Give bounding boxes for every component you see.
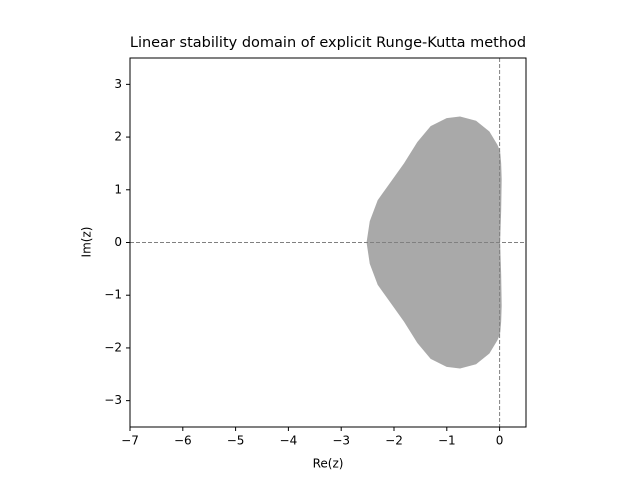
x-tick-label: 0 [496, 434, 504, 448]
y-axis-label: Im(z) [80, 227, 94, 258]
x-tick-label: −1 [438, 434, 456, 448]
y-tick-label: 2 [114, 130, 122, 144]
y-tick-label: −1 [104, 288, 122, 302]
y-tick-label: 3 [114, 77, 122, 91]
x-tick-label: −7 [121, 434, 139, 448]
x-tick-label: −2 [385, 434, 403, 448]
x-axis-label: Re(z) [313, 457, 344, 471]
y-tick-label: 1 [114, 182, 122, 196]
y-tick-label: 0 [114, 235, 122, 249]
chart-title: Linear stability domain of explicit Rung… [130, 35, 526, 51]
x-tick-label: −3 [332, 434, 350, 448]
y-tick-label: −3 [104, 393, 122, 407]
x-tick-label: −6 [174, 434, 192, 448]
y-tick-label: −2 [104, 340, 122, 354]
x-tick-label: −4 [280, 434, 298, 448]
x-tick-label: −5 [227, 434, 245, 448]
